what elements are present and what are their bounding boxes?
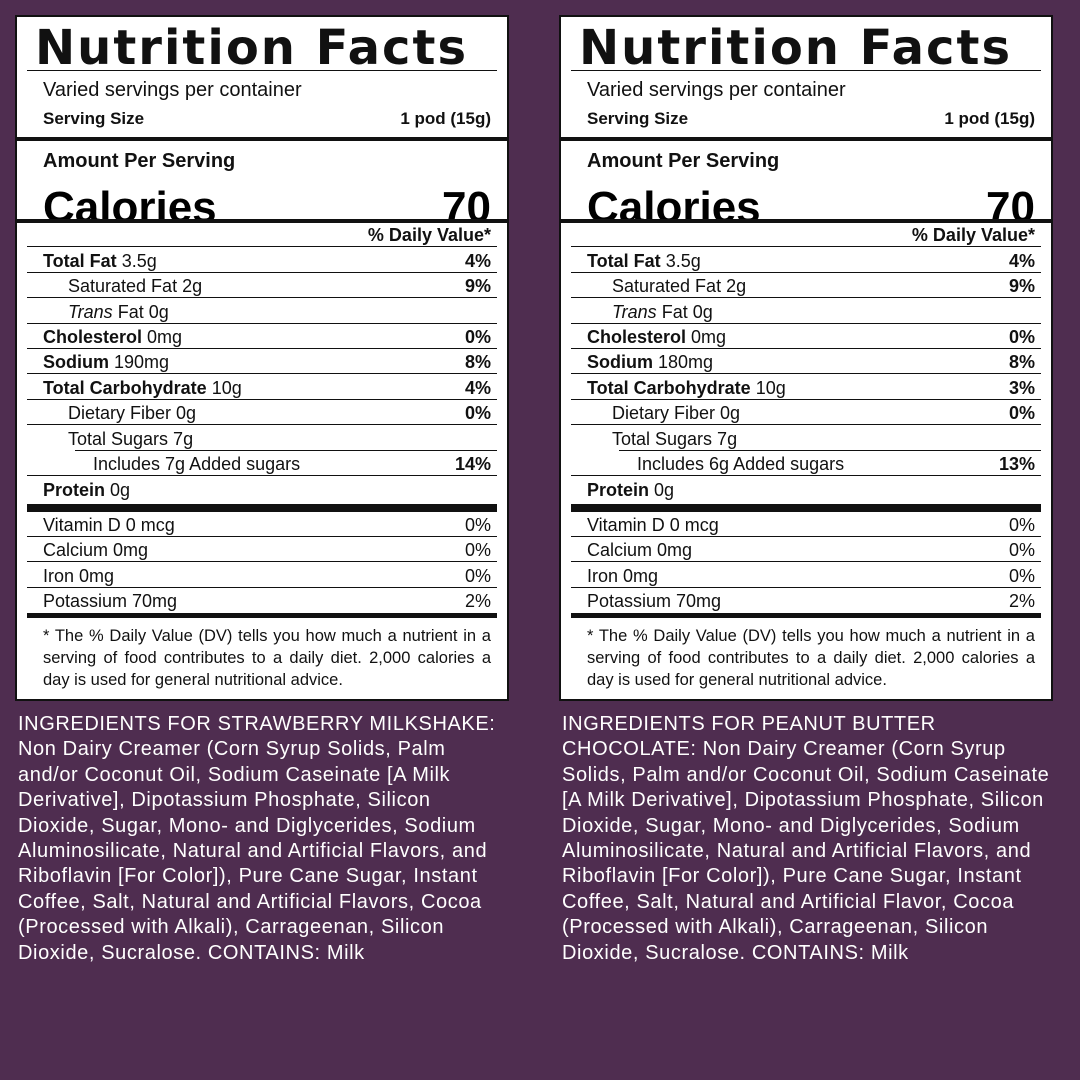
vitamin-d: Vitamin D 0 mcg (587, 515, 719, 535)
serving-size-label: Serving Size (43, 109, 145, 128)
calories-value: 70 (986, 183, 1035, 232)
trans-fat: Trans Fat 0g (68, 302, 169, 322)
sodium-dv: 8% (464, 352, 491, 372)
iron: Iron 0mg (587, 566, 659, 586)
calories-value: 70 (442, 183, 491, 232)
saturated-fat-dv: 9% (464, 276, 491, 296)
cholesterol-dv: 0% (1008, 327, 1035, 347)
label-title: Nutrition Facts (579, 20, 1013, 76)
cholesterol-row: Cholesterol 0mg (587, 327, 727, 347)
total-fat-dv: 4% (464, 251, 491, 271)
saturated-fat: Saturated Fat 2g (612, 276, 747, 296)
dietary-fiber: Dietary Fiber 0g (612, 403, 741, 423)
total-fat-row: Total Fat 3.5g (587, 251, 701, 271)
total-sugars: Total Sugars 7g (68, 429, 194, 449)
sodium-row: Sodium 180mg (587, 352, 714, 372)
servings-per-container: Varied servings per container (43, 79, 302, 101)
calcium: Calcium 0mg (587, 540, 693, 560)
iron-dv: 0% (1008, 566, 1035, 586)
protein-row: Protein 0g (43, 480, 131, 500)
serving-size-value: 1 pod (15g) (400, 109, 491, 128)
label-title: Nutrition Facts (35, 20, 469, 76)
total-carbohydrate-dv: 4% (464, 378, 491, 398)
total-fat-dv: 4% (1008, 251, 1035, 271)
amount-per-serving: Amount Per Serving (587, 150, 780, 172)
potassium: Potassium 70mg (587, 591, 722, 611)
serving-size-label: Serving Size (587, 109, 689, 128)
nutrition-label-peanut-butter-chocolate: Nutrition Facts Varied servings per cont… (559, 15, 1053, 701)
total-carbohydrate-dv: 3% (1008, 378, 1035, 398)
nutrition-label-strawberry: Nutrition Facts Varied servings per cont… (15, 15, 509, 701)
dietary-fiber-dv: 0% (1008, 403, 1035, 423)
calcium: Calcium 0mg (43, 540, 149, 560)
calcium-dv: 0% (464, 540, 491, 560)
trans-fat: Trans Fat 0g (612, 302, 713, 322)
sodium-dv: 8% (1008, 352, 1035, 372)
potassium: Potassium 70mg (43, 591, 178, 611)
sodium-row: Sodium 190mg (43, 352, 170, 372)
total-carbohydrate-row: Total Carbohydrate 10g (43, 378, 242, 398)
added-sugars: Includes 6g Added sugars (637, 454, 845, 474)
saturated-fat-dv: 9% (1008, 276, 1035, 296)
ingredients-strawberry-milkshake: INGREDIENTS FOR STRAWBERRY MILKSHAKE: No… (18, 713, 496, 964)
saturated-fat: Saturated Fat 2g (68, 276, 203, 296)
dietary-fiber-dv: 0% (464, 403, 491, 423)
total-carbohydrate-row: Total Carbohydrate 10g (587, 378, 786, 398)
servings-per-container: Varied servings per container (587, 79, 846, 101)
amount-per-serving: Amount Per Serving (43, 150, 236, 172)
iron: Iron 0mg (43, 566, 115, 586)
cholesterol-dv: 0% (464, 327, 491, 347)
calories-label: Calories (587, 183, 761, 232)
total-fat-row: Total Fat 3.5g (43, 251, 157, 271)
daily-value-header: % Daily Value* (367, 225, 491, 245)
cholesterol-row: Cholesterol 0mg (43, 327, 183, 347)
serving-size-value: 1 pod (15g) (944, 109, 1035, 128)
calcium-dv: 0% (1008, 540, 1035, 560)
daily-value-footnote: * The % Daily Value (DV) tells you how m… (43, 627, 491, 689)
vitamin-d-dv: 0% (464, 515, 491, 535)
dietary-fiber: Dietary Fiber 0g (68, 403, 197, 423)
added-sugars-dv: 13% (998, 454, 1035, 474)
potassium-dv: 2% (1008, 591, 1035, 611)
potassium-dv: 2% (464, 591, 491, 611)
daily-value-header: % Daily Value* (911, 225, 1035, 245)
calories-label: Calories (43, 183, 217, 232)
ingredients-peanut-butter-chocolate: INGREDIENTS FOR PEANUT BUTTER CHOCOLATE:… (562, 713, 1050, 964)
total-sugars: Total Sugars 7g (612, 429, 738, 449)
vitamin-d-dv: 0% (1008, 515, 1035, 535)
added-sugars-dv: 14% (454, 454, 491, 474)
daily-value-footnote: * The % Daily Value (DV) tells you how m… (587, 627, 1035, 689)
iron-dv: 0% (464, 566, 491, 586)
vitamin-d: Vitamin D 0 mcg (43, 515, 175, 535)
protein-row: Protein 0g (587, 480, 675, 500)
added-sugars: Includes 7g Added sugars (93, 454, 301, 474)
